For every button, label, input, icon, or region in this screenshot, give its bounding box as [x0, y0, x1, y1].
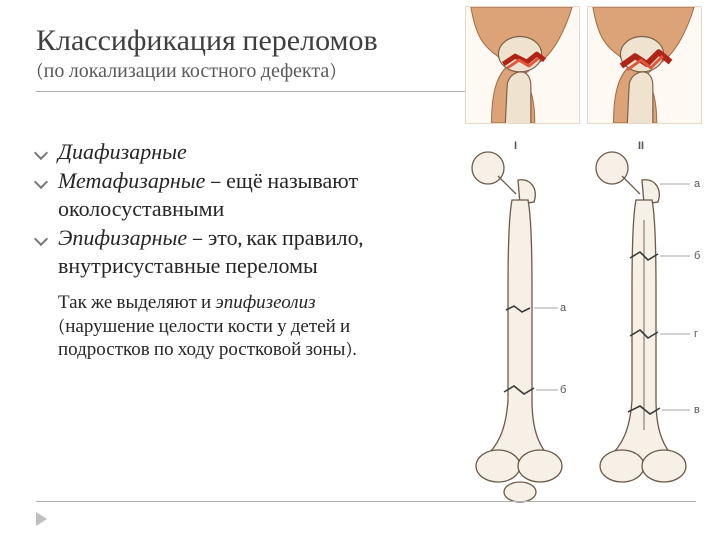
diagram-label: а: [694, 178, 700, 190]
list-item: Метафизарные – ещё называют околосуставн…: [36, 167, 426, 224]
diagram-label: а: [560, 302, 566, 314]
slide: Классификация переломов (по локализации …: [0, 0, 720, 540]
note-tail: (нарушение целости кости у детей и подро…: [58, 315, 357, 361]
note-paragraph: Так же выделяют и эпифизеолиз (нарушение…: [36, 291, 406, 362]
footer-divider: [36, 501, 696, 502]
diagram-label: в: [694, 404, 700, 416]
title-divider: [36, 91, 468, 92]
diagram-label-roman-1: I: [514, 140, 517, 152]
hip-fracture-image-1: [465, 6, 580, 124]
diagram-label-roman-2: II: [638, 140, 644, 152]
term: Эпифизарные: [58, 225, 187, 251]
diagram-label: б: [694, 250, 700, 262]
term: Диафизарные: [58, 139, 187, 165]
body-text: Диафизарные Метафизарные – ещё называют …: [36, 138, 426, 362]
next-arrow-icon: [36, 512, 47, 526]
term: Метафизарные: [58, 168, 205, 194]
bone-diagram: I II а б а б г в: [440, 140, 710, 510]
note-em: эпифизеолиз: [215, 291, 315, 313]
list-item: Эпифизарные – это, как правило, внутрису…: [36, 224, 426, 281]
hip-fracture-image-2: [587, 6, 702, 124]
list-item: Диафизарные: [36, 138, 426, 167]
note-lead: Так же выделяют и: [58, 291, 215, 313]
diagram-label: г: [694, 328, 698, 340]
diagram-label: б: [560, 384, 566, 396]
bullet-list: Диафизарные Метафизарные – ещё называют …: [36, 138, 426, 281]
